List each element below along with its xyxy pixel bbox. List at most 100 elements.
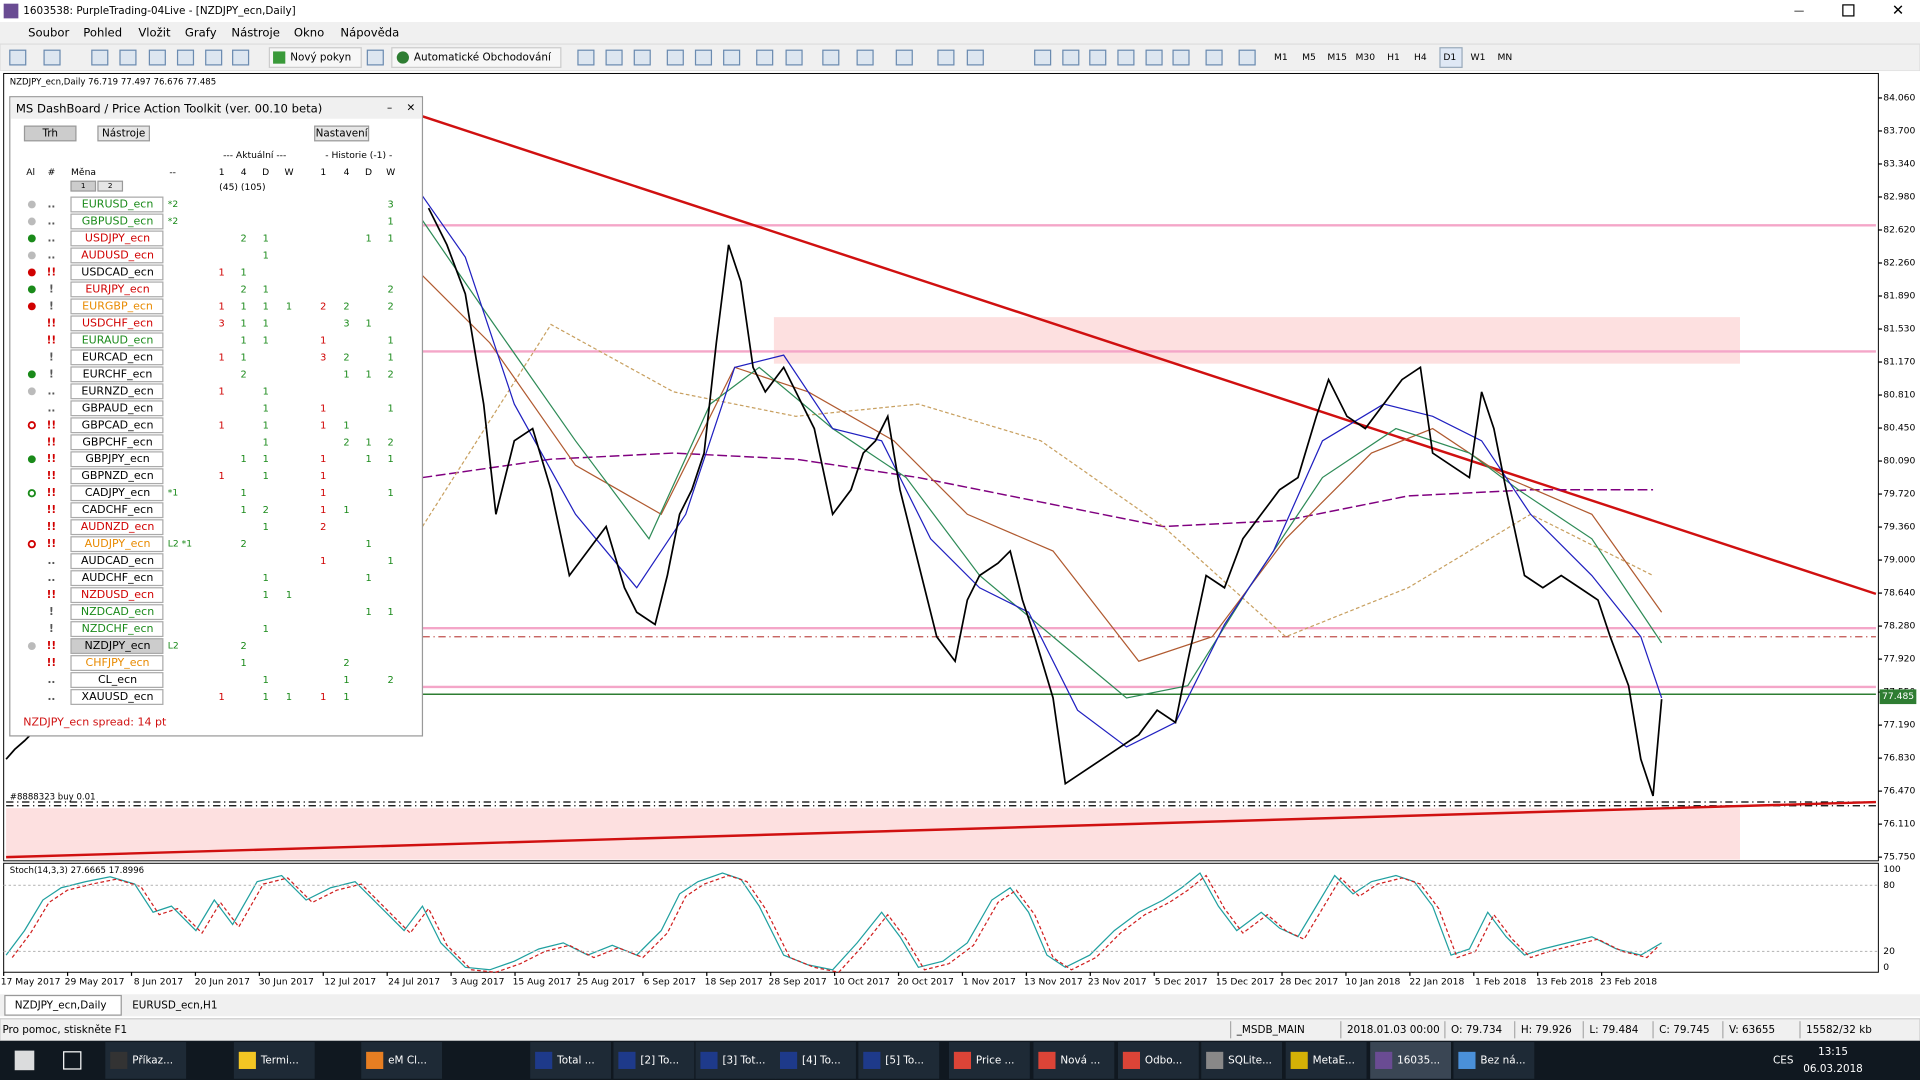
toolbar-icon[interactable] — [1034, 49, 1052, 66]
symbol-box[interactable] — [70, 349, 164, 366]
menu-item[interactable]: Pohled — [83, 26, 122, 40]
toolbar-icon[interactable] — [694, 49, 713, 66]
toolbar-icon[interactable] — [937, 49, 955, 66]
clock-date[interactable]: 06.03.2018 — [1803, 1063, 1863, 1075]
symbol-box[interactable] — [70, 536, 164, 553]
toolbar-icon[interactable] — [605, 49, 623, 66]
toolbar-icon[interactable] — [966, 49, 984, 66]
timeframe[interactable]: W1 — [1471, 52, 1486, 63]
toolbar-icon[interactable] — [1117, 49, 1135, 66]
tab-button[interactable] — [97, 125, 150, 142]
symbol-box[interactable] — [70, 332, 164, 349]
toolbar-icon[interactable] — [785, 49, 803, 66]
minimize[interactable]: — — [1794, 5, 1804, 17]
toolbar-icon[interactable] — [232, 49, 250, 66]
timeframe[interactable]: M1 — [1274, 52, 1288, 63]
toolbar-icon[interactable] — [1205, 49, 1223, 66]
symbol-box[interactable] — [70, 604, 164, 621]
symbol-box[interactable] — [70, 230, 164, 247]
tab-button[interactable] — [23, 125, 77, 142]
toolbar-icon[interactable] — [119, 49, 137, 66]
task-view[interactable] — [63, 1051, 82, 1070]
menu-item[interactable]: Nástroje — [231, 26, 279, 40]
toolbar-icon[interactable] — [577, 49, 595, 66]
menu-item[interactable]: Vložit — [138, 26, 171, 40]
restore[interactable] — [1842, 4, 1855, 17]
symbol-box[interactable] — [70, 298, 164, 315]
symbol-box[interactable] — [70, 587, 164, 604]
symbol-box[interactable] — [70, 213, 164, 230]
toolbar-icon[interactable] — [1062, 49, 1080, 66]
symbol-box[interactable] — [70, 417, 164, 434]
toolbar-icon[interactable] — [633, 49, 651, 66]
auto-trading-button[interactable] — [391, 47, 562, 68]
symbol-box[interactable] — [70, 281, 164, 298]
symbol-box[interactable] — [70, 434, 164, 451]
clock-time[interactable]: 13:15 — [1818, 1046, 1848, 1058]
symbol-box[interactable] — [70, 196, 164, 213]
toolbar-icon[interactable] — [666, 49, 684, 66]
language[interactable]: CES — [1773, 1054, 1794, 1066]
symbol-box[interactable] — [70, 247, 164, 264]
symbol-box[interactable] — [70, 366, 164, 383]
toolbar-icon[interactable] — [9, 49, 27, 66]
toolbar-icon[interactable] — [756, 49, 774, 66]
symbol-box[interactable] — [70, 672, 164, 688]
symbol-box[interactable] — [70, 689, 164, 705]
symbol-box[interactable] — [70, 383, 164, 400]
menu-item[interactable]: Nápověda — [340, 26, 399, 40]
toolbar-icon[interactable] — [148, 49, 166, 66]
start-button[interactable] — [14, 1050, 35, 1071]
toolbar-icon[interactable] — [1145, 49, 1163, 66]
symbol-box[interactable] — [70, 264, 164, 281]
symbol: XAUUSD_ecn — [82, 690, 154, 703]
toolbar-icon[interactable] — [1172, 49, 1190, 66]
page-button[interactable] — [70, 180, 97, 192]
symbol-box[interactable] — [70, 553, 164, 570]
timeframe[interactable]: MN — [1498, 52, 1513, 63]
menu-item[interactable]: Soubor — [28, 26, 69, 40]
timeframe[interactable]: M30 — [1356, 52, 1376, 63]
symbol-box[interactable] — [70, 638, 164, 655]
toolbar-icon[interactable] — [723, 49, 741, 66]
toolbar-icon[interactable] — [366, 49, 384, 66]
symbol-box[interactable] — [70, 519, 164, 536]
symbol-box[interactable] — [70, 655, 164, 672]
stoch-axis: 100 80 20 0 — [1883, 864, 1901, 973]
page-button[interactable] — [97, 180, 124, 192]
menu-item[interactable]: Grafy — [185, 26, 217, 40]
symbol-box[interactable] — [70, 621, 164, 638]
new-order-button[interactable] — [268, 47, 362, 68]
chart-tab-label[interactable]: EURUSD_ecn,H1 — [132, 999, 217, 1011]
panel-close[interactable]: ✕ — [407, 102, 416, 114]
timeframe[interactable]: M5 — [1302, 52, 1316, 63]
panel-minimize[interactable]: – — [387, 102, 392, 114]
symbol-box[interactable] — [70, 400, 164, 417]
symbol-box[interactable] — [70, 570, 164, 587]
chart-tab[interactable] — [4, 994, 122, 1016]
timeframe[interactable]: H4 — [1414, 52, 1427, 63]
flag: !! — [47, 521, 56, 533]
toolbar-icon[interactable] — [176, 49, 195, 66]
symbol-box[interactable] — [70, 502, 164, 519]
close[interactable]: ✕ — [1892, 2, 1904, 19]
timeframe[interactable]: M15 — [1327, 52, 1347, 63]
tab-button[interactable] — [314, 125, 370, 142]
symbol-box[interactable] — [70, 315, 164, 332]
toolbar-icon[interactable] — [856, 49, 874, 66]
toolbar-icon[interactable] — [1089, 49, 1107, 66]
symbol-box[interactable] — [70, 468, 164, 485]
signal-count: 1 — [263, 335, 269, 346]
toolbar-icon[interactable] — [1238, 49, 1256, 66]
toolbar-icon[interactable] — [895, 49, 913, 66]
timeframe[interactable]: H1 — [1387, 52, 1400, 63]
menu-item[interactable]: Okno — [294, 26, 324, 40]
toolbar-icon[interactable] — [822, 49, 840, 66]
timeframe[interactable]: D1 — [1443, 52, 1456, 63]
toolbar-icon[interactable] — [43, 49, 61, 66]
toolbar-icon[interactable] — [91, 49, 109, 66]
toolbar-icon[interactable] — [205, 49, 223, 66]
symbol-box[interactable] — [70, 485, 164, 502]
menu: Soubor Pohled Vložit Grafy Nástroje Okno Nápov… — [28, 26, 399, 40]
symbol-box[interactable] — [70, 451, 164, 468]
